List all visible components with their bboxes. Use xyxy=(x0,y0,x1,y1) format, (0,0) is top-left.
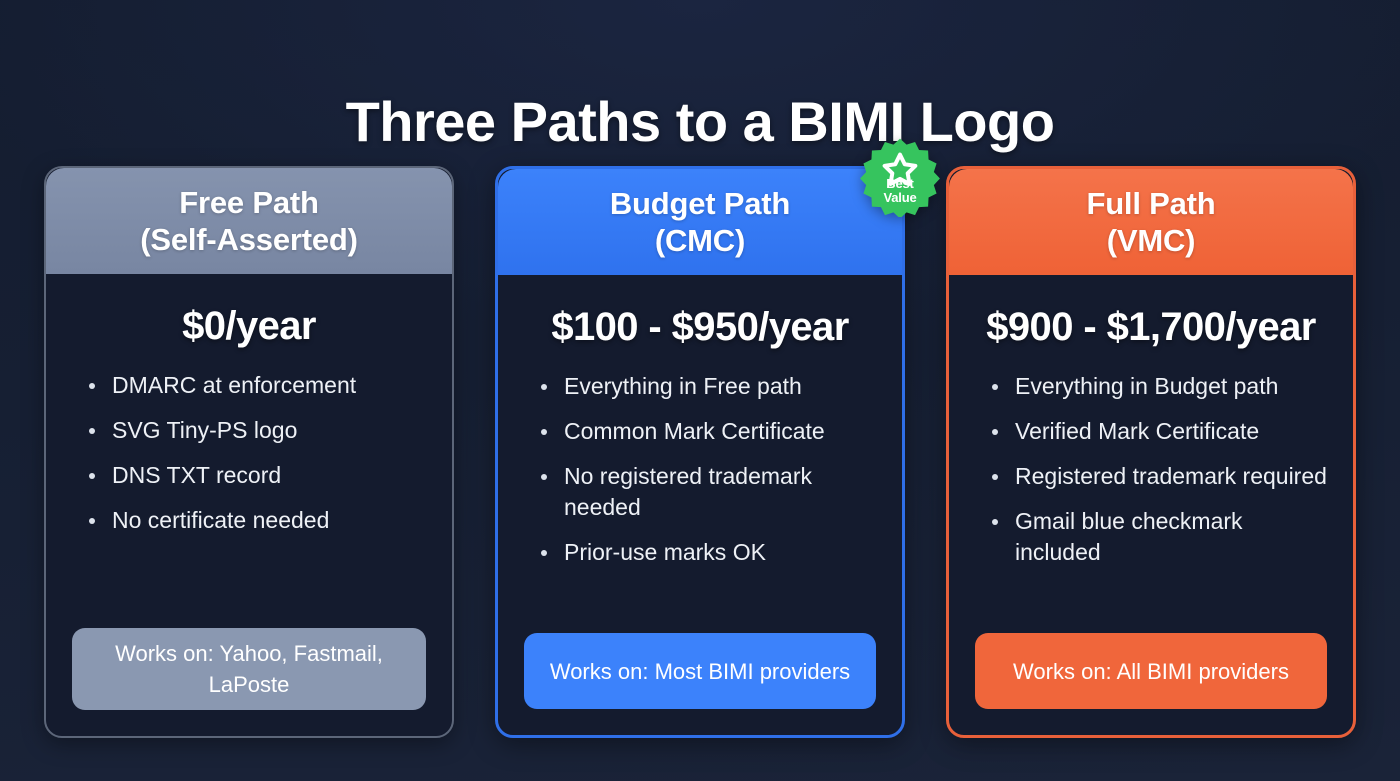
list-item: Verified Mark Certificate xyxy=(989,416,1331,447)
card-header-free: Free Path (Self-Asserted) xyxy=(46,168,452,274)
list-item: SVG Tiny-PS logo xyxy=(86,415,430,446)
list-item: No registered trademark needed xyxy=(538,461,880,523)
list-item: Prior-use marks OK xyxy=(538,537,880,568)
card-title-line1: Free Path xyxy=(179,185,319,220)
page-title: Three Paths to a BIMI Logo xyxy=(345,89,1055,153)
pricing-card-group: Free Path (Self-Asserted) $0/year DMARC … xyxy=(44,138,1356,738)
card-price-free: $0/year xyxy=(182,304,316,348)
card-inner-free: Free Path (Self-Asserted) $0/year DMARC … xyxy=(46,168,452,736)
list-item: Everything in Budget path xyxy=(989,371,1331,402)
list-item: Gmail blue checkmark included xyxy=(989,506,1331,568)
list-item: No certificate needed xyxy=(86,505,430,536)
card-title-line2: (VMC) xyxy=(1106,223,1196,258)
card-title-line2: (CMC) xyxy=(654,223,746,258)
card-footer-budget: Works on: Most BIMI providers xyxy=(524,633,876,709)
card-title-line2: (Self-Asserted) xyxy=(140,222,358,257)
list-item: DNS TXT record xyxy=(86,460,430,491)
best-value-badge: Best Value xyxy=(860,137,940,217)
card-price-full: $900 - $1,700/year xyxy=(986,305,1316,349)
card-feature-list-free: DMARC at enforcement SVG Tiny-PS logo DN… xyxy=(46,356,452,628)
card-feature-list-full: Everything in Budget path Verified Mark … xyxy=(949,357,1353,633)
card-inner-budget: Budget Path (CMC) $100 - $950/year Every… xyxy=(498,169,902,735)
card-title-line1: Budget Path xyxy=(609,186,791,221)
card-title-line1: Full Path xyxy=(1086,186,1216,221)
pricing-card-full[interactable]: Full Path (VMC) $900 - $1,700/year Every… xyxy=(946,166,1356,738)
star-outline-icon xyxy=(882,152,918,186)
card-footer-full: Works on: All BIMI providers xyxy=(975,633,1327,709)
card-inner-full: Full Path (VMC) $900 - $1,700/year Every… xyxy=(949,169,1353,735)
list-item: Everything in Free path xyxy=(538,371,880,402)
list-item: Common Mark Certificate xyxy=(538,416,880,447)
pricing-card-budget[interactable]: Budget Path (CMC) $100 - $950/year Every… xyxy=(495,138,940,738)
card-header-budget: Budget Path (CMC) xyxy=(498,169,902,275)
list-item: DMARC at enforcement xyxy=(86,370,430,401)
card-price-budget: $100 - $950/year xyxy=(551,305,849,349)
pricing-card-free[interactable]: Free Path (Self-Asserted) $0/year DMARC … xyxy=(44,166,454,738)
card-feature-list-budget: Everything in Free path Common Mark Cert… xyxy=(498,357,902,633)
list-item: Registered trademark required xyxy=(989,461,1331,492)
card-header-full: Full Path (VMC) xyxy=(949,169,1353,275)
card-footer-free: Works on: Yahoo, Fastmail, LaPoste xyxy=(72,628,426,710)
